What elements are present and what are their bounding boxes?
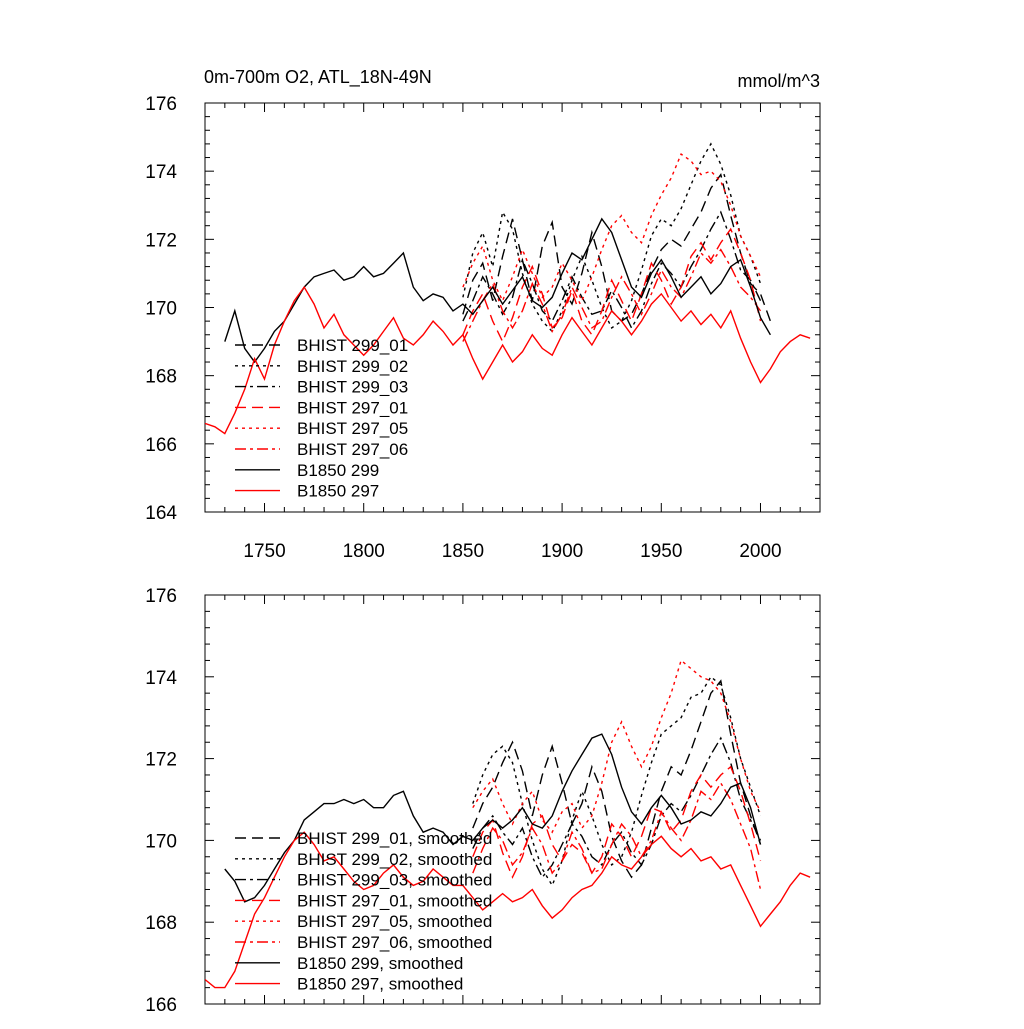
bottom-legend-label: BHIST 299_01, smoothed — [297, 829, 492, 848]
top-legend-label: BHIST 299_02 — [297, 357, 408, 376]
top-legend-label: BHIST 299_01 — [297, 336, 408, 355]
top-y-tick-label: 168 — [145, 367, 177, 388]
top-series-b1850-297 — [205, 285, 811, 435]
bottom-legend-label: BHIST 297_06, smoothed — [297, 933, 492, 952]
bottom-y-tick-label: 168 — [145, 913, 177, 934]
bottom-series-bhist-299-03-smoothed — [472, 736, 762, 879]
top-y-tick-label: 174 — [145, 162, 177, 183]
top-y-tick-label: 164 — [145, 503, 177, 524]
top-series-group — [205, 142, 811, 435]
bottom-legend-label: BHIST 299_02, smoothed — [297, 850, 492, 869]
top-x-tick-label: 1800 — [343, 541, 385, 562]
top-series-bhist-299-03 — [462, 210, 762, 330]
top-legend-label: BHIST 297_01 — [297, 398, 408, 417]
top-chart-units: mmol/m^3 — [738, 71, 820, 91]
top-legend-label: B1850 297 — [297, 482, 379, 501]
top-x-tick-label: 2000 — [739, 541, 781, 562]
top-series-bhist-299-01 — [462, 172, 772, 323]
top-series-bhist-299-02 — [462, 142, 762, 333]
top-panel: 1750 1800 1850 1900 1950 2000 164 166 168 170 172 1… — [145, 94, 821, 562]
top-y-tick-label: 166 — [145, 435, 177, 456]
bottom-y-tick-label: 170 — [145, 831, 177, 852]
bottom-series-b1850-299-smoothed — [224, 733, 762, 903]
top-chart-title: 0m-700m O2, ATL_18N-49N — [204, 67, 432, 88]
bottom-series-bhist-297-06-smoothed — [472, 781, 762, 890]
top-series-bhist-297-06 — [462, 248, 762, 342]
top-x-tick-label: 1750 — [243, 541, 285, 562]
bottom-series-bhist-299-02-smoothed — [472, 675, 762, 887]
top-x-tick-label: 1850 — [442, 541, 484, 562]
top-legend-label: BHIST 297_06 — [297, 440, 408, 459]
bottom-plot-frame — [204, 594, 821, 1005]
top-x-tick-label: 1900 — [541, 541, 583, 562]
top-legend-label: BHIST 299_03 — [297, 378, 408, 397]
top-series-b1850-299 — [224, 217, 772, 364]
bottom-legend-label: BHIST 297_01, smoothed — [297, 891, 492, 910]
top-x-tick-label: 1950 — [640, 541, 682, 562]
top-series-bhist-297-05 — [462, 153, 762, 303]
bottom-y-tick-label: 174 — [145, 668, 177, 689]
bottom-legend-label: B1850 299, smoothed — [297, 954, 463, 973]
bottom-y-tick-label: 172 — [145, 750, 177, 771]
top-series-bhist-297-01 — [462, 227, 762, 344]
bottom-series-bhist-299-01-smoothed — [472, 679, 762, 879]
bottom-series-group — [205, 659, 811, 989]
top-y-tick-label: 172 — [145, 230, 177, 251]
bottom-panel: 166 168 170 172 174 176 BHIST 299_01, smoothed… — [145, 586, 821, 1016]
top-legend-label: B1850 299 — [297, 461, 379, 480]
bottom-legend-label: BHIST 297_05, smoothed — [297, 912, 492, 931]
top-legend-label: BHIST 297_05 — [297, 419, 408, 438]
bottom-series-b1850-297-smoothed — [205, 831, 811, 989]
bottom-series-bhist-297-05-smoothed — [472, 659, 762, 834]
bottom-y-tick-label: 176 — [145, 586, 177, 607]
bottom-legend-label: BHIST 299_03, smoothed — [297, 871, 492, 890]
top-y-tick-label: 176 — [145, 94, 177, 115]
bottom-legend-label: B1850 297, smoothed — [297, 975, 463, 994]
bottom-series-bhist-297-01-smoothed — [472, 765, 762, 879]
bottom-y-tick-label: 166 — [145, 995, 177, 1016]
top-y-tick-label: 170 — [145, 299, 177, 320]
